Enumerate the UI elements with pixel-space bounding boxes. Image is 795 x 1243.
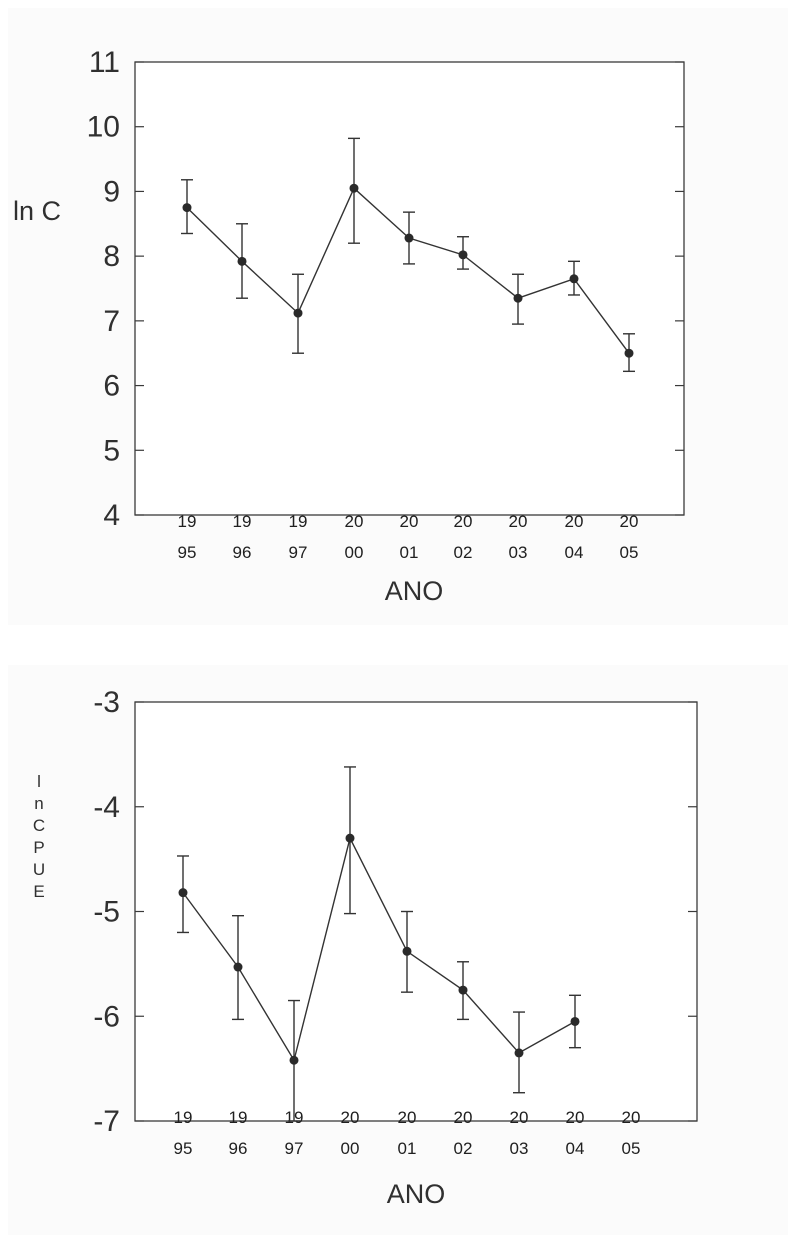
data-point [289, 1055, 299, 1065]
data-point [570, 1016, 580, 1026]
x-tick-label-bottom: 95 [174, 1139, 193, 1158]
data-point [513, 293, 523, 303]
x-tick-label-top: 20 [566, 1108, 585, 1127]
y-tick-label: 8 [103, 240, 120, 273]
x-tick-label-top: 20 [454, 1108, 473, 1127]
data-point [624, 348, 634, 358]
x-tick-label-bottom: 04 [565, 543, 584, 562]
x-tick-label-top: 19 [233, 512, 252, 531]
x-tick-label-bottom: 96 [229, 1139, 248, 1158]
x-tick-label-top: 20 [622, 1108, 641, 1127]
data-point [458, 985, 468, 995]
x-tick-label-top: 20 [341, 1108, 360, 1127]
y-tick-label: 10 [87, 111, 120, 144]
x-tick-label-top: 20 [400, 512, 419, 531]
x-tick-label-top: 20 [454, 512, 473, 531]
y-axis-title-letter: E [33, 882, 44, 901]
x-tick-label-bottom: 97 [289, 543, 308, 562]
y-axis-title-letter: n [34, 794, 43, 813]
x-tick-label-bottom: 00 [341, 1139, 360, 1158]
y-tick-label: -3 [93, 686, 120, 719]
x-tick-label-bottom: 05 [622, 1139, 641, 1158]
x-tick-label-bottom: 95 [178, 543, 197, 562]
y-tick-label: 4 [103, 499, 120, 532]
x-tick-label-bottom: 01 [400, 543, 419, 562]
x-tick-label-top: 20 [345, 512, 364, 531]
data-point [514, 1048, 524, 1058]
data-point [233, 962, 243, 972]
data-point [349, 183, 359, 193]
x-tick-label-bottom: 02 [454, 543, 473, 562]
x-tick-label-top: 20 [565, 512, 584, 531]
x-tick-label-bottom: 03 [510, 1139, 529, 1158]
x-axis-title: ANO [387, 1179, 446, 1209]
y-tick-label: 7 [103, 305, 120, 338]
data-point [402, 946, 412, 956]
x-tick-label-top: 19 [289, 512, 308, 531]
x-tick-label-bottom: 96 [233, 543, 252, 562]
x-tick-label-top: 20 [510, 1108, 529, 1127]
chart-panel-lnc: 4 5 6 7 8 9 10 11 19 95 19 96 19 97 20 00 20 01 20 02 20 03 20… [8, 8, 788, 625]
y-tick-label: 6 [103, 370, 120, 403]
y-tick-label: 11 [89, 46, 120, 79]
y-tick-label: 5 [103, 434, 120, 467]
y-tick-label: -5 [93, 896, 120, 929]
x-tick-label-top: 19 [174, 1108, 193, 1127]
lncpue-chart: -7-6-5-4-3199519961997200020012002200320… [33, 686, 698, 1209]
x-tick-label-bottom: 02 [454, 1139, 473, 1158]
x-tick-label-top: 20 [398, 1108, 417, 1127]
x-tick-label-top: 19 [229, 1108, 248, 1127]
x-tick-label-bottom: 04 [566, 1139, 585, 1158]
x-tick-label-top: 19 [178, 512, 197, 531]
y-tick-label: -6 [93, 1000, 120, 1033]
plot-frame [134, 61, 685, 516]
data-point [345, 833, 355, 843]
y-tick-label: -7 [93, 1105, 120, 1138]
x-tick-label-bottom: 00 [345, 543, 364, 562]
x-tick-label-top: 20 [620, 512, 639, 531]
data-point [182, 203, 192, 213]
x-axis-title: ANO [385, 576, 444, 606]
y-axis-title-letter: P [33, 838, 44, 857]
series-line [182, 836, 576, 1063]
x-tick-label-bottom: 01 [398, 1139, 417, 1158]
data-point [237, 256, 247, 266]
data-point [293, 308, 303, 318]
chart-panel-lncpue: -7 -6 -5 -4 -3 19 95 19 96 19 97 20 00 20 01 20 02 20 03 20… [8, 665, 788, 1235]
lnc-chart: 4 5 6 7 8 9 10 11 19 95 19 96 19 97 20 00 20 01 20 02 20 03 20… [13, 46, 685, 606]
y-axis-title-letter: U [33, 860, 45, 879]
data-point [404, 233, 414, 243]
y-axis-title-letter: l [37, 772, 41, 791]
x-tick-label-bottom: 05 [620, 543, 639, 562]
data-point [178, 888, 188, 898]
y-tick-label: 9 [103, 175, 120, 208]
y-axis-title: ln C [13, 196, 61, 226]
x-tick-label-bottom: 03 [509, 543, 528, 562]
plot-frame [134, 701, 698, 1122]
x-tick-label-top: 20 [509, 512, 528, 531]
data-point [458, 250, 468, 260]
x-tick-label-bottom: 97 [285, 1139, 304, 1158]
y-axis-title-letter: C [33, 816, 45, 835]
data-point [569, 274, 579, 284]
y-tick-label: -4 [93, 791, 120, 824]
